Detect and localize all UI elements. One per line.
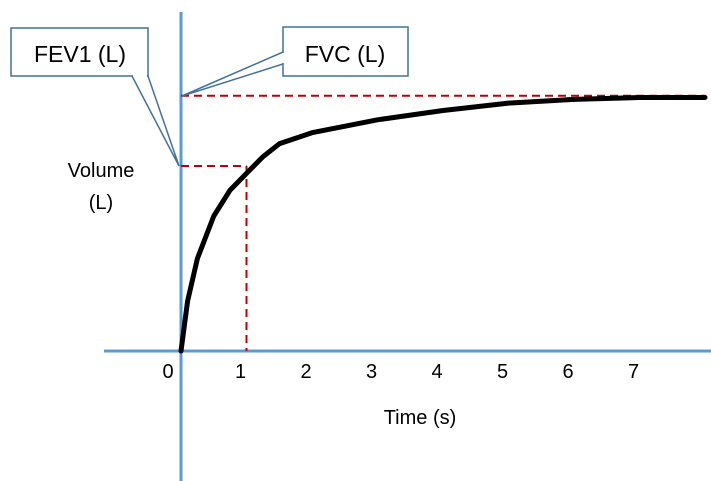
x-tick-label-6: 6 [562,361,573,383]
x-tick-label-2: 2 [300,361,311,383]
y-axis-label-line-2: (L) [89,192,113,214]
fev1-callout-box [10,27,149,77]
fvc-callout-box [282,26,409,77]
x-axis-label: Time (s) [384,407,457,429]
x-tick-label-1: 1 [235,361,246,383]
x-tick-labels: 0 1 2 3 4 5 6 7 [162,361,639,383]
volume-time-curve [178,95,708,354]
fvc-callout-label: FVC (L) [305,41,386,67]
x-tick-label-4: 4 [431,361,442,383]
x-tick-label-7: 7 [628,361,639,383]
x-tick-label-5: 5 [497,361,508,383]
x-tick-label-3: 3 [366,361,377,383]
fev1-callout-pointer [130,75,180,167]
y-axis-label-line-1: Volume [68,160,135,182]
x-tick-label-0: 0 [162,361,173,383]
fev1-callout: FEV1 (L) [10,27,180,167]
fvc-callout-pointer [181,50,284,97]
fev1-callout-label: FEV1 (L) [34,41,126,67]
fvc-callout: FVC (L) [181,26,409,97]
